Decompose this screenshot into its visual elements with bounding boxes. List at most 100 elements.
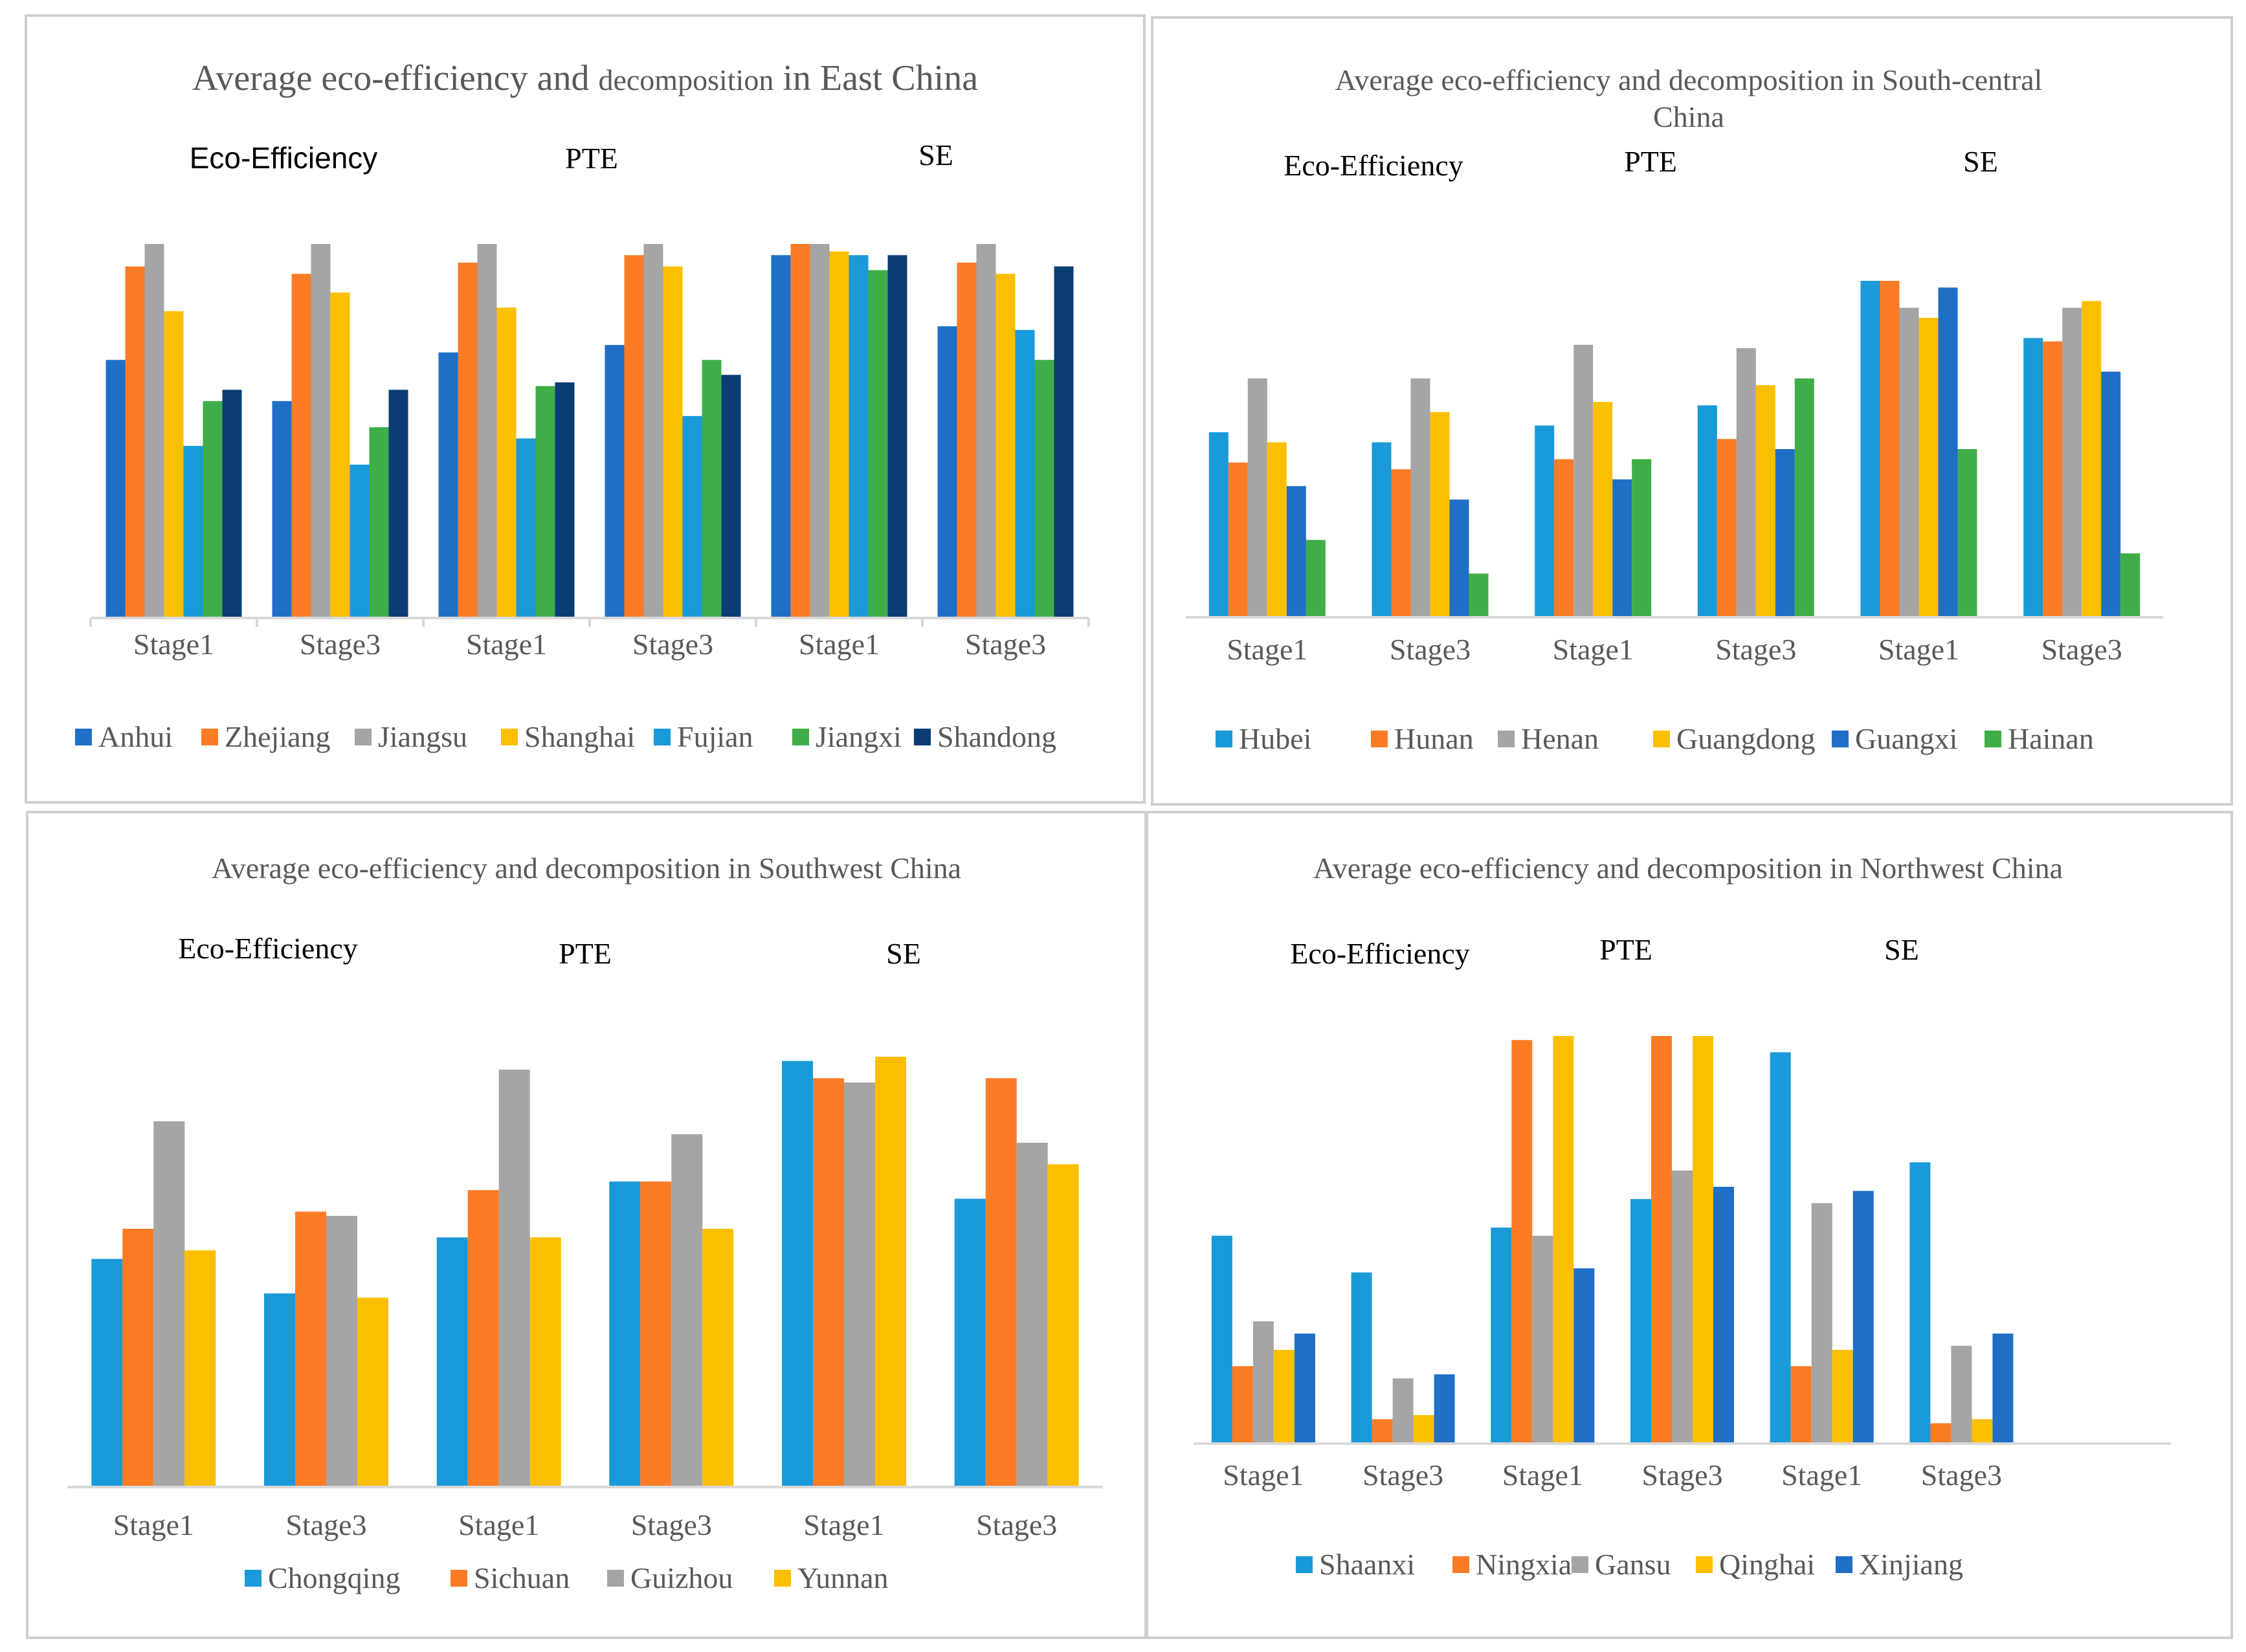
legend-swatch-hunan [1371,731,1388,747]
bar-anhui [106,360,126,618]
section-label: PTE [1624,145,1677,178]
bar-guangxi [1612,479,1632,617]
bar-guizhou [326,1216,357,1487]
bar-hainan [2120,553,2140,617]
chart-title-line2: China [1653,100,1724,133]
legend-label-gansu: Gansu [1595,1548,1671,1581]
bar-guangdong [1918,318,1939,617]
x-tick-label: Stage3 [300,628,381,661]
bar-anhui [438,352,458,618]
bar-guangdong [1755,385,1775,617]
bar-jiangxi [702,360,722,618]
x-tick-label: Stage1 [1781,1459,1862,1492]
bar-jiangxi [369,427,389,618]
legend-label-shanghai: Shanghai [524,720,635,753]
legend-swatch-zhejiang [201,729,218,745]
x-tick-label: Stage1 [113,1508,194,1541]
legend-swatch-ningxia [1452,1556,1469,1573]
bar-jiangxi [868,270,888,618]
bar-shandong [1054,266,1074,618]
legend-label-ningxia: Ningxia [1476,1548,1572,1581]
legend-label-jiangsu: Jiangsu [378,720,467,753]
bar-shanghai [330,292,350,618]
bar-henan [1247,378,1267,617]
chart-southwest-china: Average eco-efficiency and decomposition… [67,852,1103,1594]
bar-gansu [1392,1378,1414,1444]
chart-panel-southwest-china: Average eco-efficiency and decomposition… [26,811,1147,1639]
legend-label-shandong: Shandong [937,720,1056,753]
legend-label-yunnan: Yunnan [797,1561,889,1594]
section-label: SE [1963,145,1998,178]
bar-chongqing [436,1237,468,1487]
x-tick-label: Stage1 [799,628,880,661]
legend-swatch-guangdong [1653,731,1670,747]
legend-swatch-guangxi [1832,731,1849,747]
bar-jiangxi [1034,360,1054,618]
bar-hubei [1697,405,1717,617]
bar-sichuan [640,1181,672,1487]
legend-label-guizhou: Guizhou [630,1561,733,1594]
bar-guangdong [1593,402,1613,617]
section-label: SE [918,138,953,171]
bar-guangdong [1267,442,1287,617]
bar-ningxia [1651,1036,1672,1444]
chart-title: Average eco-efficiency and decomposition… [1313,852,2063,885]
legend-swatch-hainan [1985,731,2001,747]
x-tick-label: Stage1 [1878,633,1959,666]
legend-swatch-shaanxi [1296,1556,1313,1573]
bar-sichuan [122,1229,154,1487]
bar-xinjiang [1434,1374,1455,1444]
bar-yunnan [357,1297,388,1487]
legend-swatch-jiangxi [792,729,809,745]
chart-panel-east-china: Average eco-efficiency and decomposition… [25,14,1146,804]
bar-hainan [1306,540,1326,617]
bar-henan [1899,307,1919,617]
bar-zhejiang [125,266,145,618]
chart-panel-northwest-china: Average eco-efficiency and decomposition… [1146,811,2233,1639]
bar-shandong [721,375,741,618]
bar-fujian [516,438,536,618]
x-tick-label: Stage3 [1641,1459,1722,1492]
section-label: SE [886,937,921,970]
section-label: Eco-Efficiency [1284,149,1463,182]
bar-jiangsu [810,244,830,618]
bar-yunnan [702,1229,734,1487]
bar-jiangsu [311,244,331,618]
bar-jiangxi [535,386,555,618]
legend-label-chongqing: Chongqing [268,1561,400,1594]
bar-zhejiang [790,244,810,618]
bar-anhui [605,345,625,618]
bar-ningxia [1372,1419,1393,1444]
bar-shaanxi [1211,1235,1232,1444]
legend-swatch-yunnan [774,1570,791,1587]
bar-shanghai [829,251,849,619]
legend-swatch-shandong [914,729,931,745]
legend-swatch-xinjiang [1836,1556,1852,1573]
bar-gansu [1951,1345,1972,1444]
bar-guangxi [1775,449,1795,617]
chart-title: Average eco-efficiency and decomposition… [212,852,961,885]
bar-guizhou [844,1082,875,1487]
bar-guangdong [1430,412,1450,617]
x-tick-label: Stage3 [1362,1459,1443,1492]
x-tick-label: Stage1 [1223,1459,1304,1492]
bar-anhui [771,255,791,618]
bar-zhejiang [458,262,478,618]
legend-label-guangxi: Guangxi [1855,722,1957,755]
bar-shanghai [164,311,184,618]
x-tick-label: Stage3 [2041,633,2122,666]
legend-label-sichuan: Sichuan [474,1561,570,1594]
bar-gansu [1672,1170,1693,1444]
bar-shaanxi [1909,1162,1931,1444]
bar-zhejiang [957,262,977,618]
bar-yunnan [1047,1164,1079,1488]
bar-hubei [1208,432,1229,617]
legend-swatch-guizhou [607,1570,624,1587]
x-tick-label: Stage3 [1715,633,1796,666]
bar-fujian [183,446,203,618]
bar-hubei [1535,425,1555,617]
bar-xinjiang [1573,1268,1595,1444]
bar-qinghai [1832,1350,1853,1444]
x-tick-label: Stage3 [976,1508,1057,1541]
bar-shandong [555,382,575,618]
